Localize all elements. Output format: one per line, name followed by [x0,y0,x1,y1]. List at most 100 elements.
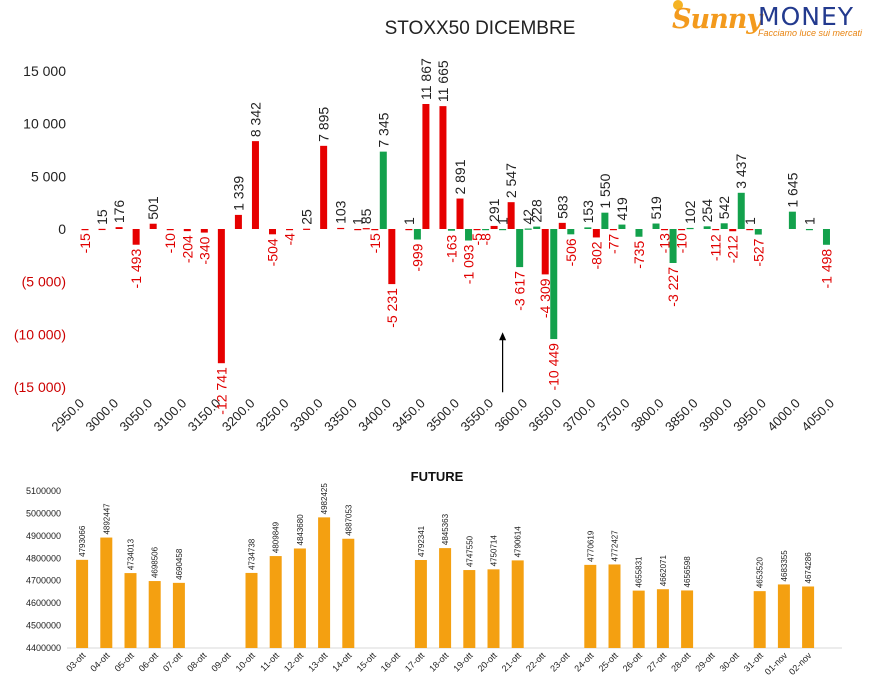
x-tick-label: 25-ott [597,650,621,674]
data-label: 7 345 [375,112,391,147]
bar [669,229,677,263]
annotation-arrow-head [499,332,507,341]
bar [524,228,532,230]
data-label: 4653520 [756,556,765,588]
x-tick-label: 17-ott [403,650,427,674]
data-label: 1 [742,217,758,225]
bar [511,560,524,648]
bar [608,564,621,648]
x-tick-label: 24-ott [572,650,596,674]
data-label: 1 339 [230,176,246,211]
x-tick-label: 16-ott [379,650,403,674]
bar [541,229,549,275]
data-label: -77 [605,234,621,254]
data-label: 42 [520,209,536,225]
data-label: 2 891 [452,159,468,194]
bar [550,229,558,340]
bar [507,202,515,229]
data-label: -15 [77,233,93,253]
x-tick-label: 3550.0 [457,396,496,435]
bar [473,229,481,231]
bar [303,228,311,230]
data-label: 1 550 [597,173,613,208]
sun-icon [673,0,683,10]
data-label: -4 [282,233,298,246]
data-label: 291 [486,198,502,222]
x-tick-label: 3400.0 [355,396,394,435]
bar [405,228,413,231]
data-label: 4982425 [320,483,329,515]
bar [661,229,669,231]
data-label: 3 437 [733,154,749,189]
bar [388,229,396,285]
data-label: 4793066 [78,525,87,557]
data-label: -1 498 [818,249,834,289]
bar [456,198,464,229]
data-label: 8 342 [247,102,263,137]
data-label: 4892447 [102,503,111,535]
stoxx50-open-interest-chart: 15 000 10 000 5 000 0 (5 000) (10 000) (15 000… [14,58,837,434]
data-label: 153 [580,200,596,224]
y-tick-label: 4800000 [26,553,61,563]
x-tick-label: 3800.0 [628,396,667,435]
data-label: -10 [674,233,690,253]
data-label: 542 [716,196,732,220]
bar [269,229,276,235]
data-label: 501 [145,196,161,220]
x-tick-label: 3700.0 [560,396,599,435]
x-tick-label: 3050.0 [117,396,156,435]
data-label: 4750714 [490,535,499,567]
y-tick-label: (10 000) [14,326,66,342]
data-label: 2 547 [503,163,519,198]
data-label: -1 093 [461,244,477,284]
data-label: 11 867 [418,58,434,100]
bar [100,537,113,648]
data-label: 176 [111,200,127,224]
data-label: -163 [443,235,459,263]
data-label: -527 [750,238,766,266]
future-chart-title: FUTURE [411,469,464,484]
data-label: 4843680 [296,514,305,546]
data-label: -12 741 [213,367,229,415]
y-tick-label: 5 000 [31,168,66,184]
logo-money-text: MONEY [758,2,855,31]
bar [465,229,473,241]
bar [447,229,455,231]
x-tick-label: 07-ott [161,650,185,674]
data-label: -802 [588,241,604,269]
bar [656,589,669,648]
x-tick-label: 22-ott [524,650,548,674]
bar [76,559,89,648]
x-tick-label: 01-nov [763,650,790,677]
x-tick-label: 4050.0 [798,396,837,435]
data-label: 4792341 [417,525,426,557]
bar [286,229,294,231]
bar [413,229,421,240]
data-label: 4698506 [151,546,160,578]
x-tick-label: 23-ott [548,650,572,674]
data-label: 254 [699,199,715,223]
bar [777,584,790,648]
bar [98,228,106,231]
bar [584,564,597,648]
data-label: -5 231 [384,288,400,328]
y-tick-label: 4700000 [26,576,61,586]
y-tick-label: 4500000 [26,621,61,631]
data-label: 7 895 [316,107,332,142]
data-label: -4 309 [537,278,553,318]
data-label: 4772427 [611,530,620,562]
y-tick-label: 4900000 [26,531,61,541]
x-tick-label: 15-ott [355,650,379,674]
data-label: 4656598 [683,556,692,588]
bar [342,538,355,648]
data-label: 1 645 [784,172,800,207]
bar [584,227,592,229]
data-label: 4845363 [441,513,450,545]
y-tick-label: 4600000 [26,598,61,608]
bar [635,229,643,237]
data-label: 1 [801,217,817,225]
data-label: -506 [563,238,579,266]
bar [681,590,694,648]
bar [463,570,476,648]
